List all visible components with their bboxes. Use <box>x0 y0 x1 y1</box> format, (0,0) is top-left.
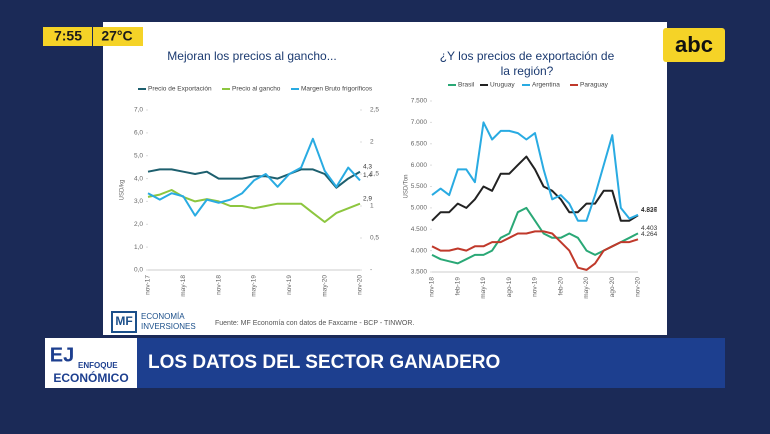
legend-label: Margen Bruto frigoríficos <box>301 86 373 93</box>
show-name: ENFOQUE <box>78 361 118 370</box>
brand-mark: MF <box>115 314 132 328</box>
legend-label: Argentina <box>532 82 560 89</box>
series-line <box>431 121 639 222</box>
slide <box>103 22 667 335</box>
x-tick-label: nov-19 <box>532 277 539 297</box>
y-tick-label: 6.500 <box>411 140 428 147</box>
y2-tick-label: 2,5 <box>370 107 379 114</box>
series-line <box>147 137 361 217</box>
y-tick-label: 5.500 <box>411 183 428 190</box>
x-tick-label: nov-20 <box>357 275 364 295</box>
data-label: 4.403 <box>641 225 658 232</box>
show-logo-box <box>45 338 137 388</box>
legend-label: Paraguay <box>580 82 609 89</box>
y-tick-label: 3.500 <box>411 269 428 276</box>
legend-label: Brasil <box>458 82 475 89</box>
x-tick-label: may-18 <box>180 275 187 297</box>
y2-tick-label: - <box>370 267 372 274</box>
series-line <box>431 155 639 222</box>
y-axis-label: USD/kg <box>120 180 126 201</box>
y-tick-label: 2,0 <box>134 221 143 228</box>
y-tick-label: 1,0 <box>134 244 143 251</box>
x-tick-label: nov-19 <box>286 275 293 295</box>
x-tick-label: may-19 <box>480 277 487 299</box>
y-tick-label: 7.500 <box>411 98 428 105</box>
y-tick-label: 3,0 <box>134 198 143 205</box>
y-tick-label: 4,0 <box>134 175 143 182</box>
y-tick-label: 6,0 <box>134 130 143 137</box>
channel-logo-box <box>663 28 725 62</box>
y-axis-label: USD/Ton <box>404 174 410 198</box>
y-tick-label: 4.500 <box>411 226 428 233</box>
data-label: 2,9 <box>363 195 372 202</box>
y-tick-label: 7,0 <box>134 107 143 114</box>
x-tick-label: feb-19 <box>454 277 461 296</box>
show-logo-mark: EJ <box>50 344 74 366</box>
y2-tick-label: 0,5 <box>370 235 379 242</box>
x-tick-label: may-19 <box>251 275 258 297</box>
data-label: 1,4 <box>363 172 372 179</box>
source: Fuente: MF Economía con datos de Faxcarn… <box>215 320 414 327</box>
legend-label: Precio de Exportación <box>148 86 212 93</box>
x-tick-label: nov-20 <box>635 277 642 297</box>
headline: LOS DATOS DEL SECTOR GANADERO <box>148 352 500 373</box>
x-tick-label: nov-18 <box>429 277 436 297</box>
chart-title: Mejoran los precios al gancho... <box>167 49 336 63</box>
temperature: 27°C <box>101 28 132 44</box>
y2-tick-label: 1,5 <box>370 171 379 178</box>
x-tick-label: feb-20 <box>557 277 564 296</box>
y-tick-label: 6.000 <box>411 162 428 169</box>
legend-label: Precio al gancho <box>232 86 281 93</box>
chart-title: ¿Y los precios de exportación de la regió… <box>440 49 615 78</box>
x-tick-label: may-20 <box>321 275 328 297</box>
brand-line: INVERSIONES <box>141 322 196 331</box>
data-label: 4.264 <box>641 231 658 238</box>
divider <box>92 27 93 46</box>
x-tick-label: nov-17 <box>145 275 152 295</box>
y-tick-label: 5.000 <box>411 205 428 212</box>
brand-line: ECONOMÍA <box>141 312 185 321</box>
show-name: ECONÓMICO <box>53 370 128 385</box>
y-tick-label: 0,0 <box>134 267 143 274</box>
y-tick-label: 7.000 <box>411 119 428 126</box>
y2-tick-label: 1 <box>370 203 374 210</box>
banner <box>45 338 725 388</box>
y-tick-label: 4.000 <box>411 247 428 254</box>
x-tick-label: ago-20 <box>609 277 616 298</box>
x-tick-label: ago-19 <box>506 277 513 298</box>
series-line <box>431 230 639 271</box>
time: 7:55 <box>54 28 82 44</box>
x-tick-label: nov-18 <box>215 275 222 295</box>
channel-logo: abc <box>675 32 713 57</box>
brand-box <box>111 311 137 333</box>
legend-label: Uruguay <box>490 82 515 89</box>
series-line <box>147 168 361 189</box>
x-tick-label: may-20 <box>583 277 590 299</box>
data-label: 4.826 <box>641 207 658 214</box>
data-label: 4.837 <box>641 207 658 214</box>
data-label: 4,3 <box>363 163 372 170</box>
y-tick-label: 5,0 <box>134 152 143 159</box>
y2-tick-label: 2 <box>370 139 374 146</box>
